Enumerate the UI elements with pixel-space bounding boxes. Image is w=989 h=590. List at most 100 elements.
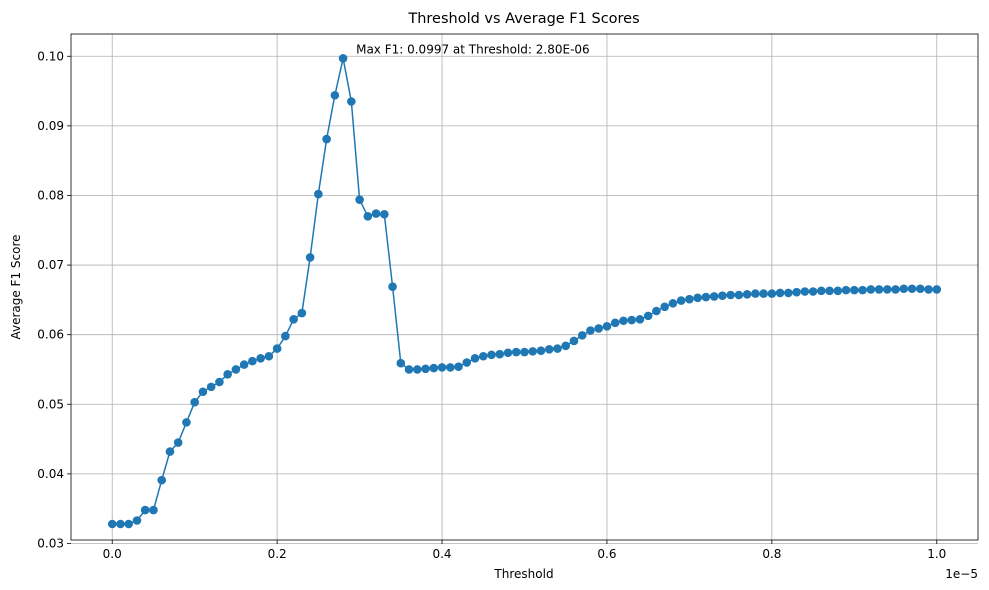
data-point <box>800 287 810 296</box>
data-point <box>841 285 851 295</box>
data-point <box>891 285 900 294</box>
data-point <box>759 289 768 298</box>
data-point <box>190 397 199 407</box>
data-point <box>289 315 298 324</box>
x-tick-label: 1.0 <box>927 547 946 561</box>
data-point <box>404 365 414 374</box>
data-point <box>586 326 595 335</box>
data-point <box>520 347 529 357</box>
data-point <box>239 360 249 369</box>
data-point <box>660 302 669 312</box>
y-tick-label: 0.06 <box>37 328 64 342</box>
data-point <box>709 292 719 301</box>
y-tick-label: 0.03 <box>37 536 64 550</box>
data-point <box>281 331 290 341</box>
data-point <box>355 195 364 204</box>
data-point <box>445 363 455 372</box>
data-point <box>396 358 406 368</box>
chart-title: Threshold vs Average F1 Scores <box>407 11 639 27</box>
x-tick-label: 0.6 <box>597 547 616 561</box>
data-point <box>215 377 224 387</box>
data-point <box>305 253 315 262</box>
data-point <box>140 505 150 515</box>
data-point <box>619 316 628 326</box>
series-layer <box>107 54 942 529</box>
data-point <box>874 285 884 294</box>
data-point <box>338 54 348 63</box>
x-tick-label: 0.8 <box>762 547 781 561</box>
data-point <box>858 285 867 295</box>
data-point <box>421 364 430 374</box>
data-point <box>454 362 463 371</box>
data-point <box>157 475 166 485</box>
data-point <box>206 382 216 392</box>
plot-frame <box>70 33 979 541</box>
data-point <box>116 519 125 529</box>
data-point <box>817 286 826 296</box>
data-point <box>173 438 183 447</box>
data-point <box>594 324 604 333</box>
data-point <box>149 505 158 515</box>
y-tick-label: 0.05 <box>37 397 64 411</box>
data-point <box>668 299 678 308</box>
y-axis-label: Average F1 Score <box>9 234 23 339</box>
data-point <box>561 341 571 351</box>
data-point <box>264 351 274 361</box>
data-point <box>883 285 892 294</box>
data-point <box>413 365 422 374</box>
data-point <box>751 289 760 298</box>
data-point <box>767 289 777 298</box>
y-axis: 0.03 0.04 0.05 0.06 0.07 0.08 0.09 0.10 <box>37 49 71 550</box>
data-point <box>784 288 793 298</box>
data-point <box>652 306 661 316</box>
data-point <box>107 519 117 529</box>
data-point <box>272 344 282 353</box>
data-point <box>437 363 447 372</box>
data-point <box>643 311 653 321</box>
data-point <box>297 308 307 318</box>
data-point <box>124 519 134 529</box>
data-point <box>577 331 587 340</box>
data-point <box>371 209 381 218</box>
data-point <box>363 212 373 221</box>
data-point <box>380 209 389 219</box>
data-point <box>231 365 241 374</box>
data-point <box>429 363 439 373</box>
max-annotation: Max F1: 0.0997 at Threshold: 2.80E-06 <box>356 42 590 56</box>
x-axis-offset-text: 1e−5 <box>945 567 978 581</box>
data-point <box>511 347 521 357</box>
y-tick-label: 0.04 <box>37 467 64 481</box>
data-point <box>544 344 554 354</box>
data-point <box>553 344 562 353</box>
data-point <box>850 285 859 295</box>
y-tick-label: 0.07 <box>37 258 64 272</box>
data-point <box>322 134 331 144</box>
data-point <box>470 354 480 363</box>
data-point <box>924 285 933 294</box>
data-point <box>495 349 505 359</box>
data-point <box>792 287 801 297</box>
x-axis-label: Threshold <box>493 567 553 581</box>
data-point <box>742 290 752 299</box>
data-point <box>932 285 942 294</box>
data-point <box>701 292 711 302</box>
data-point <box>388 282 397 291</box>
data-point <box>198 387 208 397</box>
data-point <box>726 290 735 300</box>
x-tick-label: 0.4 <box>432 547 451 561</box>
data-point <box>899 284 909 294</box>
data-point <box>536 346 546 355</box>
data-point <box>676 296 686 305</box>
data-point <box>602 322 612 331</box>
x-tick-label: 0.2 <box>268 547 287 561</box>
data-point <box>487 350 496 360</box>
data-point <box>569 336 579 346</box>
data-point <box>915 284 925 294</box>
data-point <box>165 447 175 456</box>
data-point <box>833 286 843 296</box>
x-axis: 0.0 0.2 0.4 0.6 0.8 1.0 <box>103 540 946 561</box>
data-point <box>478 351 488 361</box>
data-point <box>132 516 142 525</box>
